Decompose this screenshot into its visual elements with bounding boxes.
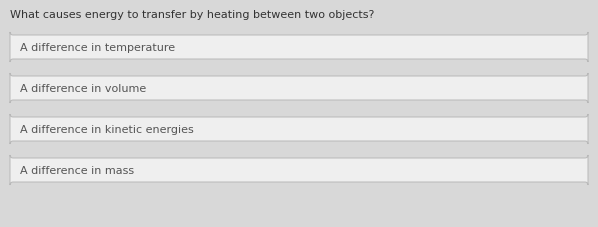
FancyBboxPatch shape — [10, 155, 588, 185]
FancyBboxPatch shape — [10, 33, 588, 63]
Text: A difference in mass: A difference in mass — [20, 165, 134, 175]
Text: A difference in temperature: A difference in temperature — [20, 43, 175, 53]
Text: A difference in kinetic energies: A difference in kinetic energies — [20, 124, 194, 134]
Text: A difference in volume: A difference in volume — [20, 84, 147, 94]
FancyBboxPatch shape — [10, 114, 588, 144]
FancyBboxPatch shape — [10, 74, 588, 104]
Text: What causes energy to transfer by heating between two objects?: What causes energy to transfer by heatin… — [10, 10, 374, 20]
